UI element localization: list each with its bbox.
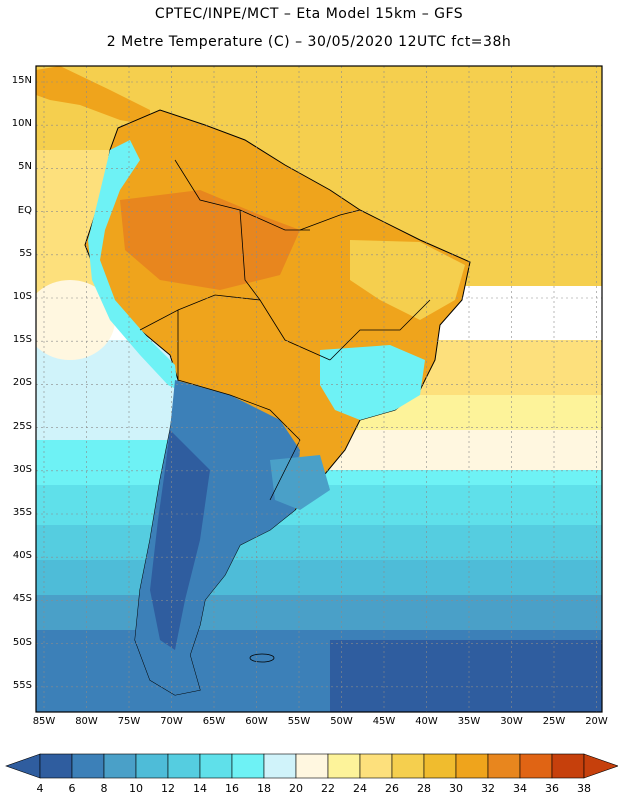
colorbar-label: 6 [68, 782, 76, 795]
pacific-pale-patch [36, 280, 115, 360]
colorbar-label: 34 [513, 782, 527, 795]
country-borders [139, 159, 431, 501]
map-frame [35, 65, 603, 713]
ocean-band-14 [36, 525, 602, 565]
colorbar-label: 22 [321, 782, 335, 795]
lat-label: 5N [18, 161, 32, 173]
lat-label: 25S [12, 420, 32, 432]
lat-label: 10S [12, 291, 32, 302]
temperature-map [35, 65, 603, 713]
lon-label: 75W [117, 716, 141, 727]
colorbar-label: 4 [36, 782, 44, 795]
colorbar-segment [103, 753, 137, 779]
colorbar-segment [135, 753, 169, 779]
lon-label: 20W [585, 716, 608, 727]
lon-label: 55W [287, 716, 311, 727]
colorbar-segment [327, 753, 361, 779]
colorbar-label: 36 [545, 782, 559, 795]
lat-label: 10N [11, 118, 32, 130]
lat-label: 15S [12, 334, 32, 346]
southeast-brazil-cool [320, 345, 425, 420]
colorbar-label: 8 [100, 782, 108, 795]
colorbar-label: 38 [577, 782, 591, 795]
lat-label: 35S [12, 507, 32, 518]
andes-cold-strip [88, 140, 178, 390]
colorbar-segment [551, 753, 585, 779]
colorbar-segment [359, 753, 393, 779]
colorbar-label: 28 [417, 782, 431, 795]
ocean-band-12 [36, 560, 602, 600]
colorbar-segment [455, 753, 489, 779]
map-title-line2: 2 Metre Temperature (C) – 30/05/2020 12U… [106, 34, 512, 50]
colorbar-label: 20 [289, 782, 303, 795]
ocean-band-18-west [36, 440, 176, 490]
colorbar-label: 12 [161, 782, 175, 795]
colorbar-label: 24 [353, 782, 367, 795]
lat-label: 40S [12, 550, 32, 562]
lat-label: 55S [12, 679, 32, 691]
lat-label: 20S [12, 377, 32, 389]
falkland-islands [249, 653, 275, 663]
colorbar-arrow-high [583, 753, 618, 779]
lon-label: 65W [202, 716, 226, 727]
lon-label: 80W [75, 716, 98, 727]
temperature-colorbar [5, 753, 618, 779]
map-title-line1: CPTEC/INPE/MCT – Eta Model 15km – GFS [154, 6, 464, 22]
lon-label: 50W [330, 716, 353, 727]
colorbar-label: 14 [193, 782, 207, 795]
colorbar-segment [295, 753, 329, 779]
colorbar-segment [39, 753, 73, 779]
amazon-hot-region [120, 190, 300, 290]
ocean-band-10 [36, 595, 602, 635]
lon-label: 25W [542, 716, 566, 727]
northeast-brazil-region [350, 240, 465, 320]
colorbar-label: 32 [481, 782, 495, 795]
patagonia-coldest [150, 430, 210, 650]
lat-label: 50S [12, 636, 32, 648]
lon-label: 40W [415, 716, 438, 727]
colorbar-label: 18 [257, 782, 271, 795]
colorbar-label: 16 [225, 782, 239, 795]
colorbar-segment [231, 753, 265, 779]
colorbar-label: 26 [385, 782, 399, 795]
lon-label: 45W [372, 716, 396, 727]
colorbar-segment [199, 753, 233, 779]
ocean-band-6 [330, 640, 602, 712]
colorbar-segment [391, 753, 425, 779]
lat-label: 30S [12, 463, 32, 475]
lon-label: 70W [160, 716, 183, 727]
uruguay-pampas [270, 455, 330, 510]
colorbar-label: 10 [129, 782, 143, 795]
colorbar-segment [263, 753, 297, 779]
lon-label: 35W [457, 716, 481, 727]
colorbar-arrow-low [5, 753, 41, 779]
colorbar-segment [71, 753, 105, 779]
lon-label: 30W [500, 716, 523, 727]
colorbar-segment [167, 753, 201, 779]
lon-label: 85W [32, 716, 56, 727]
colorbar-segment [519, 753, 553, 779]
lat-label: EQ [17, 204, 32, 216]
lat-label: 45S [12, 593, 32, 605]
colorbar-segment [423, 753, 457, 779]
lat-label: 5S [19, 247, 32, 259]
colorbar-label: 30 [449, 782, 463, 795]
central-america-land [36, 66, 150, 125]
colorbar-segment [487, 753, 521, 779]
lat-lon-grid [36, 66, 602, 712]
lat-label: 15N [11, 75, 32, 86]
lon-label: 60W [245, 716, 268, 727]
